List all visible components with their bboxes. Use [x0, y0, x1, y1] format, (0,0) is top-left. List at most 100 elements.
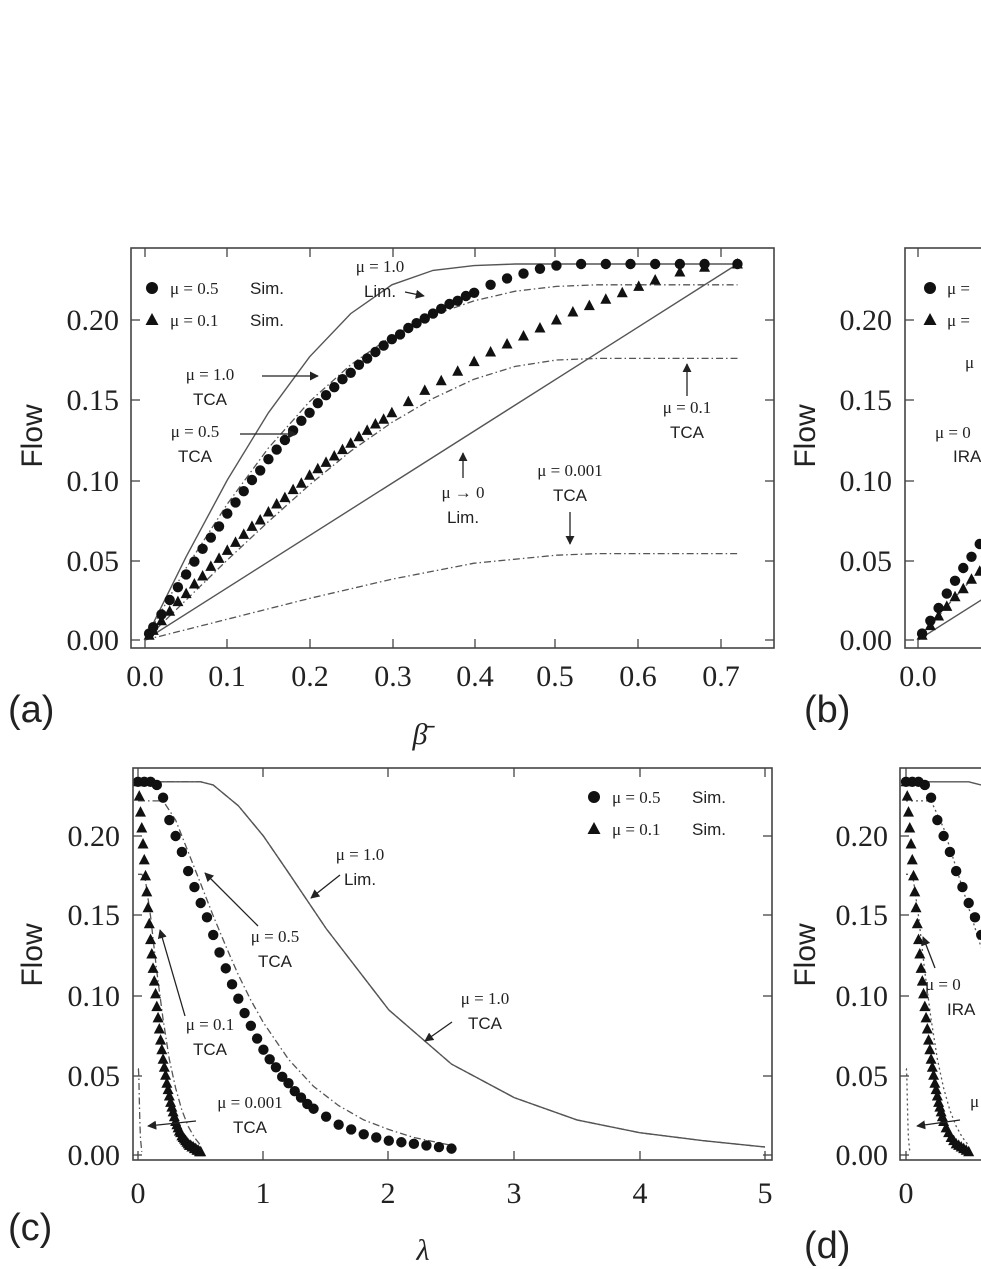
legend-marker-triangle [923, 313, 937, 325]
sim-point-triangle [550, 314, 562, 325]
annotation-label: μ = 1.0 [336, 845, 384, 864]
x-tick-label: 2 [381, 1177, 396, 1210]
sim-point-triangle [452, 365, 464, 376]
sim-point-triangle [221, 544, 233, 555]
sim-point-circle [170, 830, 181, 842]
sim-point-triangle [160, 1069, 172, 1080]
x-tick-label: 0.0 [899, 660, 937, 693]
y-tick-label: 0.15 [840, 384, 893, 417]
y-tick-label: 0.15 [836, 899, 889, 932]
y-tick-label: 0.05 [840, 545, 893, 578]
sim-point-circle [950, 865, 962, 877]
sim-point-circle [208, 929, 219, 941]
sim-point-circle [214, 947, 225, 958]
annotation-label: Lim. [344, 870, 376, 889]
plot-area [900, 775, 981, 1157]
sim-point-circle [180, 569, 192, 580]
annotation-label: TCA [193, 390, 228, 409]
sim-point-triangle [152, 1011, 164, 1023]
annotation-label: μ = 0.001 [217, 1093, 282, 1112]
curve--0-lim- [144, 263, 738, 641]
curve-dotted-c [905, 1068, 911, 1152]
chart-panel-b: 0.00 0.05 0.10 0.15 0.20 0.0 μ = μ = μ μ = 0 IRA Fl… [789, 247, 981, 731]
sim-point-circle [949, 575, 961, 586]
sim-point-triangle [909, 885, 921, 897]
sim-point-circle [468, 287, 480, 298]
y-tick-label: 0.00 [68, 1139, 121, 1172]
sim-point-circle [419, 313, 430, 324]
sim-point-circle [575, 258, 587, 270]
sim-point-triangle [287, 483, 299, 495]
sim-point-circle [255, 465, 266, 476]
sim-point-triangle [518, 330, 530, 341]
sim-point-circle [649, 258, 661, 270]
sim-point-triangle [197, 570, 209, 581]
legend-label: μ = [947, 311, 970, 330]
sim-point-triangle [929, 1077, 941, 1088]
sim-point-triangle [965, 573, 977, 584]
sim-point-triangle [911, 917, 923, 929]
sim-point-circle [271, 444, 282, 455]
sim-point-circle [172, 582, 184, 593]
annotation-fragment: μ = 0 [935, 423, 971, 442]
sim-point-circle [353, 359, 365, 370]
sim-point-circle [551, 260, 562, 271]
sim-point-circle [938, 830, 949, 842]
sim-point-triangle [147, 962, 159, 973]
sim-point-triangle [924, 619, 936, 631]
y-tick-label: 0.10 [840, 465, 893, 498]
annotation-label: Lim. [364, 282, 396, 301]
sim-point-circle [958, 562, 969, 574]
x-tick-label: 0.4 [456, 660, 494, 693]
annotation-label: μ = 0.5 [251, 927, 299, 946]
sim-point-circle [295, 1092, 307, 1103]
arrow-d-fragment [916, 1119, 961, 1130]
x-tick-label: 0.1 [208, 660, 246, 693]
legend-marker-circle [588, 791, 600, 803]
plot-area [133, 775, 766, 1157]
sim-point-circle [289, 1086, 300, 1097]
sim-point-triangle [161, 1077, 173, 1088]
sim-point-circle [925, 792, 937, 803]
sim-point-triangle [205, 560, 217, 571]
y-axis-label: Flow [16, 404, 49, 468]
sim-point-triangle [195, 1145, 207, 1157]
sim-point-circle [176, 846, 188, 858]
curve--1-0-tca [138, 781, 766, 1148]
sim-point-triangle [238, 528, 250, 539]
sim-point-triangle [674, 266, 686, 277]
sim-point-circle [263, 454, 274, 465]
chart-panel-d: 0.00 0.05 0.10 0.15 0.20 0 μ = 0 IRA μ Flow (d) [789, 767, 981, 1267]
sim-point-circle [226, 979, 238, 990]
sim-point-circle [296, 415, 307, 426]
y-tick-label: 0.10 [836, 980, 889, 1013]
sim-point-circle [371, 1132, 382, 1143]
sim-point-triangle [147, 624, 159, 635]
sim-point-triangle [919, 1000, 931, 1012]
annotation-label: TCA [178, 447, 213, 466]
sim-point-triangle [567, 306, 579, 317]
sim-point-triangle [271, 498, 283, 509]
legend-label: μ = 0.1 [612, 820, 660, 839]
sim-point-triangle [916, 975, 928, 986]
panel-label: (b) [804, 689, 850, 731]
sim-point-circle [421, 1140, 432, 1151]
arrow-a-mu1-lim [404, 289, 425, 299]
sim-point-circle [944, 846, 956, 858]
sim-point-circle [361, 353, 373, 364]
sim-point-circle [308, 1103, 319, 1114]
sim-point-circle [969, 912, 981, 923]
plot-frame [899, 767, 981, 1161]
annotation-label: μ → 0 [441, 483, 484, 502]
sim-point-circle [919, 779, 931, 791]
curve-dotted-b [906, 873, 970, 1146]
sim-point-triangle [928, 1069, 940, 1080]
y-tick-label: 0.15 [67, 384, 120, 417]
sim-point-triangle [468, 355, 480, 367]
legend-label: μ = [947, 279, 970, 298]
annotation-label: Lim. [447, 508, 479, 527]
annotation-fragment: μ [965, 353, 974, 372]
sim-point-triangle [135, 806, 147, 817]
sim-point-circle [485, 279, 496, 290]
sim-point-triangle [903, 806, 915, 817]
